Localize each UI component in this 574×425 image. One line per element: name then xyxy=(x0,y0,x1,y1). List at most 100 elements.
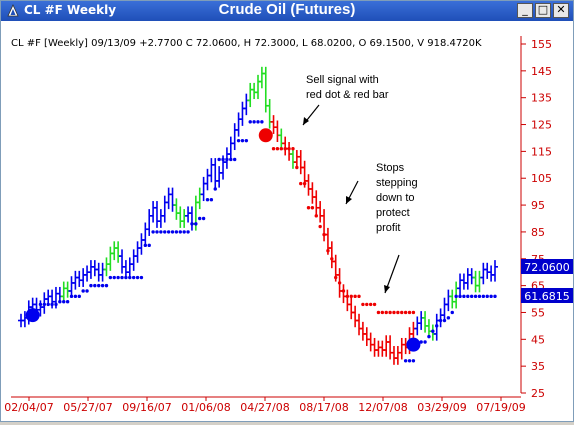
price-bar xyxy=(476,270,483,293)
minimize-button[interactable]: _ xyxy=(517,3,533,18)
price-bar xyxy=(95,262,102,282)
maximize-button[interactable]: □ xyxy=(535,3,551,18)
stop-dot xyxy=(345,294,350,299)
stop-dot xyxy=(256,120,260,124)
close-button[interactable]: ✕ xyxy=(553,3,569,18)
price-bar xyxy=(488,265,495,282)
stop-dot xyxy=(225,157,229,162)
stop-dot xyxy=(240,138,245,143)
price-bar xyxy=(119,249,126,274)
stop-dot xyxy=(353,294,357,299)
price-bar xyxy=(313,190,320,215)
stop-dot xyxy=(349,294,353,299)
price-bar xyxy=(196,187,203,210)
price-bar xyxy=(258,66,265,89)
stop-dot xyxy=(186,230,190,234)
price-bar xyxy=(371,337,378,357)
stop-dot xyxy=(334,275,338,280)
stop-dot xyxy=(62,300,66,304)
price-bar xyxy=(441,297,448,322)
stop-dot xyxy=(139,275,144,280)
stop-dot xyxy=(46,302,50,307)
price-bar xyxy=(150,201,157,223)
stop-dot xyxy=(42,302,47,307)
price-bar xyxy=(216,166,223,188)
price-bar xyxy=(255,74,261,100)
stop-dot xyxy=(279,147,284,151)
price-bar xyxy=(134,241,141,263)
price-bar xyxy=(208,158,215,183)
price-bar xyxy=(146,209,153,236)
title-bar[interactable]: CL #F Weekly Crude Oil (Futures) _ □ ✕ xyxy=(1,1,573,21)
price-bar xyxy=(352,305,359,328)
stop-dot xyxy=(380,310,385,315)
stop-dot xyxy=(248,120,252,124)
stop-dot xyxy=(128,275,132,280)
stop-dot xyxy=(450,310,454,315)
stops-annotation: Stops stepping down to protect profit xyxy=(376,162,421,234)
price-bar xyxy=(492,260,498,282)
stop-dot xyxy=(376,310,381,315)
price-bar xyxy=(472,270,479,293)
price-bar xyxy=(103,257,110,277)
price-bar xyxy=(286,141,293,161)
stop-dot xyxy=(431,329,435,333)
stop-dot xyxy=(252,120,256,124)
chart-title: Crude Oil (Futures) xyxy=(218,1,356,18)
stop-dot xyxy=(287,147,291,151)
price-bar xyxy=(72,270,79,290)
stop-dot xyxy=(166,230,171,234)
price-bar xyxy=(480,262,487,285)
price-bar xyxy=(484,262,491,279)
price-bar xyxy=(161,195,168,223)
stop-dot xyxy=(400,310,404,315)
price-bar xyxy=(274,120,281,142)
stop-dot xyxy=(481,294,486,299)
stop-dot xyxy=(217,157,221,162)
stop-dot xyxy=(403,359,408,363)
buy-signal-dot xyxy=(406,337,421,352)
stop-dot xyxy=(116,275,120,280)
stop-dot xyxy=(209,198,214,202)
stop-dot xyxy=(299,181,303,186)
price-bar xyxy=(375,340,382,357)
y-tick-label: 95 xyxy=(531,199,545,212)
price-bar xyxy=(91,260,98,277)
price-bar xyxy=(387,335,394,360)
price-bar xyxy=(282,136,289,156)
stops-arrowhead-1 xyxy=(346,196,352,204)
stop-dot xyxy=(306,206,311,210)
price-bar xyxy=(297,150,304,175)
stop-dot xyxy=(337,281,342,285)
stop-dot xyxy=(151,230,155,234)
y-tick-label: 145 xyxy=(531,65,552,78)
price-bar xyxy=(468,268,475,285)
stop-dot xyxy=(454,294,458,299)
stop-dot xyxy=(201,216,206,221)
sell-annotation: Sell signal with red dot & red bar xyxy=(306,74,389,101)
stop-dot xyxy=(236,138,241,143)
price-bar xyxy=(60,281,67,304)
stop-dot xyxy=(396,310,400,315)
stop-dot xyxy=(112,275,116,280)
stop-dot xyxy=(120,275,124,280)
price-bar xyxy=(422,311,429,333)
chart-area: CL #F [Weekly] 09/13/09 +2.7700 C 72.060… xyxy=(1,21,573,425)
stop-dot xyxy=(477,294,482,299)
price-bar xyxy=(317,201,324,223)
price-bar xyxy=(126,257,133,279)
y-tick-label: 35 xyxy=(531,360,545,373)
stop-dot xyxy=(271,147,276,151)
price-chart: CL #F [Weekly] 09/13/09 +2.7700 C 72.060… xyxy=(4,36,573,414)
price-bars xyxy=(18,66,498,365)
stop-dot xyxy=(108,275,113,280)
price-bar xyxy=(367,332,374,352)
stop-dot xyxy=(423,340,427,344)
price-bar xyxy=(200,176,207,202)
x-tick-label: 04/27/08 xyxy=(240,401,289,414)
price-bar xyxy=(204,168,211,191)
price-bar xyxy=(212,158,219,188)
stop-dot xyxy=(361,302,365,307)
y-tick-label: 105 xyxy=(531,172,552,185)
stop-dot xyxy=(38,302,43,307)
